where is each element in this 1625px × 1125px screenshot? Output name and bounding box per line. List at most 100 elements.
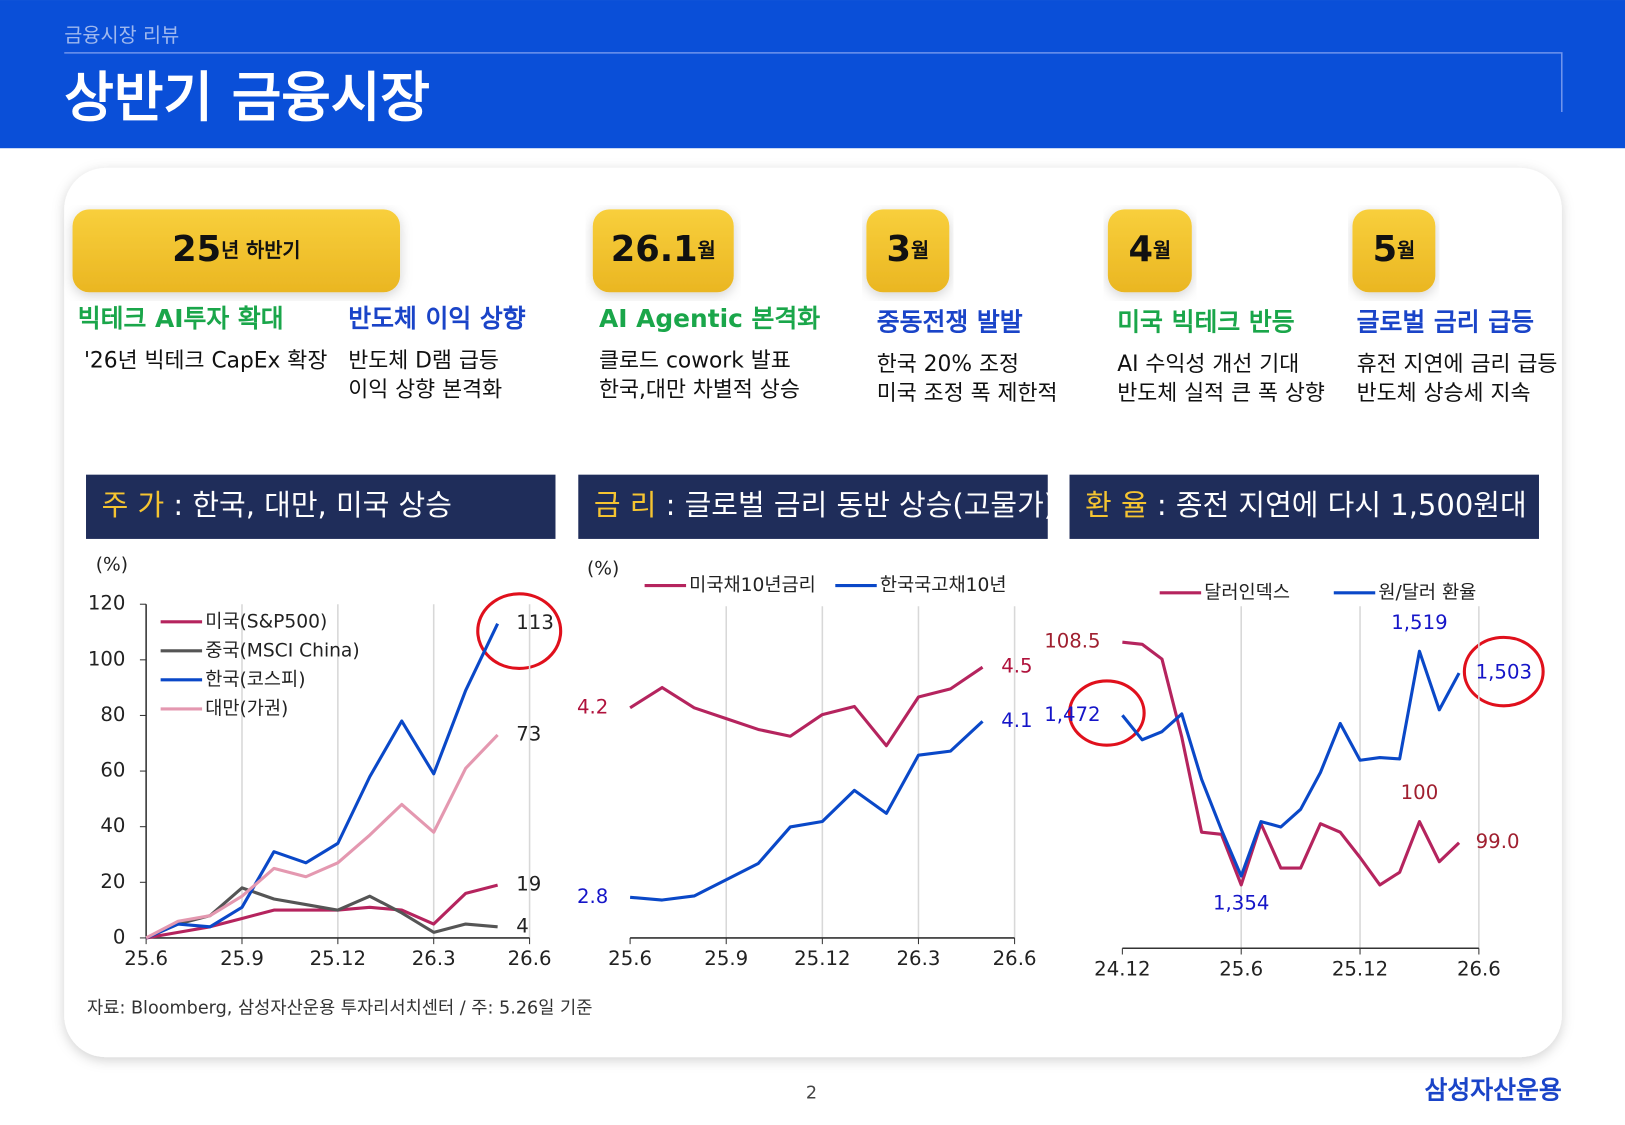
topic-title: 중동전쟁 발발 (877, 307, 1023, 336)
chart-title: 환 율 : 종전 지연에 다시 1,500원대 (1085, 488, 1527, 522)
topic-line: AI 수익성 개선 기대 (1117, 352, 1299, 377)
period-label: 3월 (887, 229, 930, 270)
period-label: 26.1월 (611, 229, 716, 270)
period-pill (1352, 209, 1436, 293)
period-pill (866, 209, 950, 293)
data-label: 4.5 (1001, 655, 1032, 678)
header-bar (0, 0, 1625, 149)
legend-label: 미국(S&P500) (205, 611, 327, 632)
period-unit: 월 (1153, 238, 1171, 261)
period-unit: 년 하반기 (221, 238, 300, 261)
source-note: 자료: Bloomberg, 삼성자산운용 투자리서치센터 / 주: 5.26일… (87, 998, 592, 1018)
chart-title-text: : 한국, 대만, 미국 상승 (164, 488, 452, 522)
content-card (64, 167, 1562, 1058)
data-label: 19 (516, 873, 541, 896)
y-tick-label: 120 (88, 592, 126, 615)
chart-title-bar (578, 474, 1048, 539)
period-unit: 월 (1397, 238, 1415, 261)
x-tick-label: 25.9 (704, 947, 748, 970)
x-tick-label: 26.3 (412, 947, 456, 970)
x-tick-label: 25.12 (794, 947, 850, 970)
topic-title: 빅테크 AI투자 확대 (78, 304, 284, 333)
chart-title: 주 가 : 한국, 대만, 미국 상승 (102, 488, 452, 522)
x-tick-label: 25.9 (220, 947, 264, 970)
x-tick-label: 25.6 (608, 947, 652, 970)
x-tick-label: 25.6 (1219, 958, 1263, 981)
period-pill (1107, 209, 1192, 293)
topic-line: 이익 상향 본격화 (348, 378, 502, 403)
topic-title: 글로벌 금리 급등 (1357, 307, 1535, 336)
topic-line: 한국,대만 차별적 상승 (599, 378, 800, 403)
topic-line: '26년 빅테크 CapEx 확장 (84, 349, 327, 374)
chart-title-label: 주 가 (102, 488, 165, 522)
topic-title: AI Agentic 본격화 (599, 304, 820, 333)
period-label: 25년 하반기 (172, 229, 300, 270)
legend-label: 원/달러 환율 (1378, 582, 1476, 603)
legend-label: 중국(MSCI China) (205, 640, 359, 661)
chart-title-text: : 종전 지연에 다시 1,500원대 (1148, 488, 1527, 522)
highlight-circle (1462, 635, 1545, 708)
x-tick-label: 25.12 (310, 947, 366, 970)
highlight-circle (476, 592, 563, 671)
y-tick-label: 100 (88, 647, 126, 670)
x-tick-label: 26.6 (508, 947, 552, 970)
logo: 삼성자산운용 (1425, 1075, 1562, 1104)
data-label: 1,519 (1391, 611, 1447, 634)
topic-line: 반도체 상승세 지속 (1357, 381, 1531, 406)
data-label: 100 (1401, 781, 1439, 804)
series-line (145, 733, 499, 940)
chart-title-bar (1069, 474, 1539, 539)
topic-line: 반도체 D램 급등 (348, 349, 499, 374)
page-title: 상반기 금융시장 (64, 66, 430, 129)
period-number: 26.1 (611, 229, 698, 270)
data-label: 4 (516, 914, 529, 937)
period-number: 25 (172, 229, 221, 270)
period-unit: 월 (911, 238, 929, 261)
data-label: 1,503 (1476, 661, 1532, 684)
x-tick-label: 26.6 (993, 947, 1037, 970)
period-pill (72, 209, 401, 293)
legend-label: 달러인덱스 (1204, 582, 1290, 603)
y-tick-label: 80 (100, 703, 125, 726)
legend-label: 대만(가권) (205, 698, 288, 719)
topic-line: 반도체 실적 큰 폭 상향 (1117, 381, 1325, 406)
x-tick-label: 25.12 (1332, 958, 1388, 981)
series-line (1122, 640, 1461, 887)
data-label: 108.5 (1044, 630, 1100, 653)
y-tick-label: 20 (100, 870, 125, 893)
period-pill (592, 209, 734, 293)
period-number: 4 (1129, 229, 1154, 270)
data-label: 1,354 (1213, 892, 1269, 915)
x-tick-label: 26.3 (897, 947, 941, 970)
period-unit: 월 (698, 238, 716, 261)
page-number: 2 (806, 1083, 817, 1103)
x-tick-label: 25.6 (124, 947, 168, 970)
x-tick-label: 24.12 (1094, 958, 1150, 981)
series-line (145, 623, 500, 940)
chart-title-label: 금 리 (594, 488, 657, 522)
data-label: 4.2 (577, 695, 608, 718)
y-tick-label: 0 (113, 925, 126, 948)
y-tick-label: 40 (100, 814, 125, 837)
topic-title: 반도체 이익 상향 (348, 304, 526, 333)
chart-title-label: 환 율 (1085, 488, 1148, 522)
data-label: 99.0 (1476, 830, 1520, 853)
legend-label: 한국(코스피) (205, 669, 305, 690)
chart-title-text: : 글로벌 금리 동반 상승(고물가) (656, 488, 1055, 522)
y-tick-label: 60 (100, 759, 125, 782)
section-label: 금융시장 리뷰 (64, 24, 179, 47)
highlight-circle (1067, 679, 1146, 747)
period-label: 5월 (1373, 229, 1416, 270)
period-label: 4월 (1129, 229, 1172, 270)
header-rule (64, 52, 1563, 112)
legend-label: 한국국고채10년 (880, 575, 1007, 596)
data-label: 1,472 (1044, 703, 1100, 726)
series-line (1121, 649, 1461, 878)
chart-title: 금 리 : 글로벌 금리 동반 상승(고물가) (594, 488, 1055, 522)
data-label: 4.1 (1001, 709, 1032, 732)
data-label: 73 (516, 722, 541, 745)
data-label: 2.8 (577, 885, 608, 908)
data-label: 113 (516, 611, 554, 634)
topic-line: 미국 조정 폭 제한적 (877, 381, 1058, 406)
